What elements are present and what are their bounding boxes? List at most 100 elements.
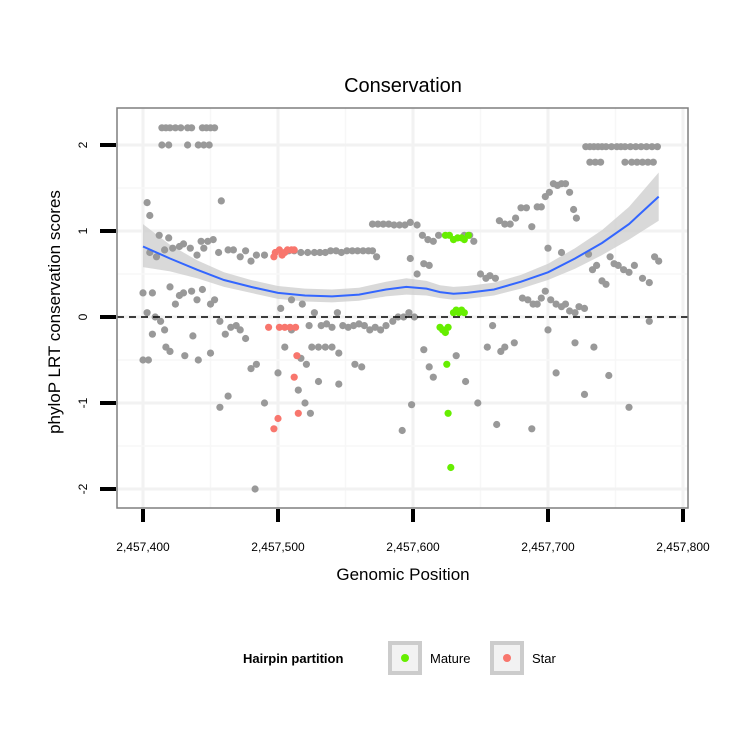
data-point-other bbox=[281, 343, 289, 351]
data-point-other bbox=[400, 313, 408, 321]
data-point-other bbox=[316, 248, 324, 257]
data-point-other bbox=[625, 268, 633, 276]
data-point-other bbox=[194, 141, 202, 149]
data-point-other bbox=[144, 356, 152, 364]
data-point-other bbox=[224, 392, 232, 400]
data-point-other bbox=[242, 334, 250, 343]
data-point-other bbox=[166, 347, 174, 355]
data-point-other bbox=[358, 363, 366, 371]
data-point-mature bbox=[460, 309, 468, 317]
data-point-other bbox=[586, 158, 594, 166]
data-point-other bbox=[429, 237, 437, 245]
chart-title: Conservation bbox=[344, 75, 462, 97]
data-point-other bbox=[653, 143, 662, 151]
data-point-other bbox=[274, 369, 282, 377]
data-point-other bbox=[304, 248, 312, 257]
data-point-other bbox=[350, 322, 358, 330]
data-point-other bbox=[385, 220, 393, 228]
y-tick-label: -1 bbox=[76, 397, 90, 408]
data-point-other bbox=[506, 220, 514, 228]
data-point-other bbox=[389, 317, 397, 325]
legend: Hairpin partition Mature Star bbox=[243, 641, 557, 675]
data-point-other bbox=[491, 274, 499, 282]
data-point-star bbox=[265, 323, 273, 331]
data-point-mature bbox=[443, 360, 451, 368]
data-point-other bbox=[181, 352, 189, 360]
data-point-other bbox=[298, 300, 306, 308]
data-point-other bbox=[644, 158, 652, 166]
grid-lines bbox=[117, 108, 688, 508]
data-point-other bbox=[204, 237, 212, 245]
x-tick-label: 2,457,500 bbox=[251, 540, 305, 554]
data-point-other bbox=[572, 214, 581, 222]
data-point-other bbox=[169, 244, 177, 252]
data-point-other bbox=[547, 296, 555, 304]
data-point-other bbox=[148, 289, 156, 297]
data-point-other bbox=[462, 377, 470, 386]
data-point-other bbox=[483, 343, 491, 351]
data-point-other bbox=[308, 343, 316, 351]
data-point-other bbox=[544, 244, 552, 252]
y-tick-label: 0 bbox=[76, 313, 90, 320]
data-point-other bbox=[294, 386, 302, 394]
data-point-other bbox=[570, 205, 578, 214]
data-point-other bbox=[580, 304, 589, 312]
data-point-other bbox=[287, 296, 296, 304]
data-point-other bbox=[420, 260, 428, 268]
data-point-other bbox=[348, 247, 356, 255]
data-point-other bbox=[537, 294, 545, 302]
data-point-other bbox=[541, 287, 549, 295]
data-point-other bbox=[317, 322, 325, 330]
data-point-other bbox=[470, 237, 478, 245]
data-point-other bbox=[374, 220, 382, 228]
data-point-other bbox=[155, 231, 163, 239]
data-point-other bbox=[158, 141, 166, 149]
x-tick-label: 2,457,600 bbox=[386, 540, 440, 554]
data-point-other bbox=[252, 360, 260, 368]
data-point-other bbox=[575, 303, 583, 311]
data-point-other bbox=[224, 246, 232, 254]
data-point-other bbox=[645, 317, 653, 325]
data-point-other bbox=[501, 343, 509, 351]
data-point-other bbox=[645, 279, 653, 287]
data-point-other bbox=[552, 300, 560, 308]
data-point-other bbox=[501, 220, 509, 228]
data-point-other bbox=[528, 223, 536, 231]
data-point-other bbox=[606, 253, 614, 261]
data-point-other bbox=[524, 296, 532, 304]
data-point-other bbox=[143, 309, 151, 317]
data-point-star bbox=[270, 425, 278, 433]
legend-dot-star bbox=[503, 654, 511, 662]
data-point-other bbox=[602, 280, 610, 288]
data-point-other bbox=[493, 420, 501, 429]
data-point-other bbox=[561, 300, 570, 308]
y-axis: 2 1 0 -1 -2 bbox=[76, 141, 116, 494]
data-point-other bbox=[571, 339, 579, 347]
data-point-other bbox=[571, 309, 579, 317]
data-point-other bbox=[474, 399, 482, 407]
data-point-other bbox=[186, 244, 194, 252]
data-point-other bbox=[188, 124, 196, 132]
data-point-other bbox=[193, 296, 201, 304]
data-point-other bbox=[390, 221, 398, 229]
data-point-other bbox=[544, 326, 552, 334]
x-tick-label: 2,457,800 bbox=[656, 540, 710, 554]
data-point-other bbox=[413, 270, 421, 278]
data-point-other bbox=[429, 373, 437, 381]
data-point-other bbox=[177, 124, 185, 132]
data-point-other bbox=[366, 326, 374, 334]
legend-title: Hairpin partition bbox=[243, 651, 343, 666]
data-point-other bbox=[401, 221, 409, 229]
data-point-other bbox=[425, 363, 433, 371]
data-point-other bbox=[511, 214, 520, 222]
x-tick-label: 2,457,400 bbox=[116, 540, 170, 554]
data-point-other bbox=[637, 143, 645, 151]
data-point-other bbox=[418, 231, 426, 239]
data-point-other bbox=[621, 158, 629, 166]
data-point-other bbox=[405, 309, 413, 317]
data-point-other bbox=[305, 322, 313, 330]
data-point-other bbox=[189, 332, 197, 340]
data-point-other bbox=[215, 248, 223, 257]
data-point-other bbox=[406, 254, 414, 263]
data-point-mature bbox=[444, 409, 452, 417]
